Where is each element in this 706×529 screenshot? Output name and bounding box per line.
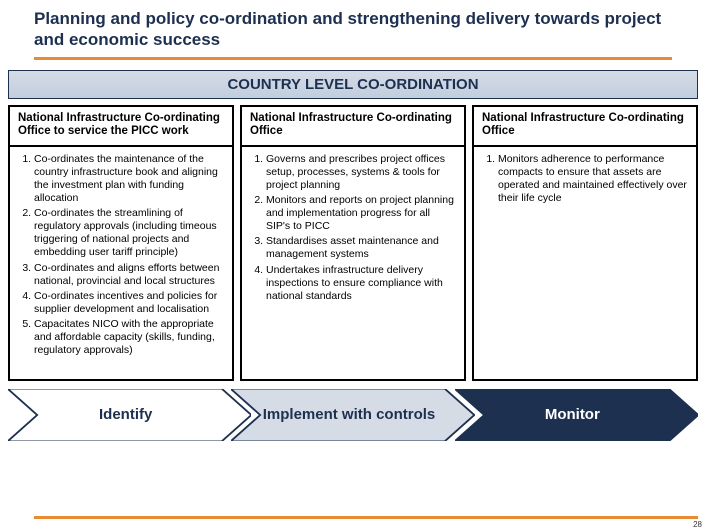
column-2-body: Governs and prescribes project offices s…: [242, 147, 464, 379]
column-3: National Infrastructure Co-ordinating Of…: [472, 105, 698, 381]
banner-heading: COUNTRY LEVEL CO-ORDINATION: [8, 70, 698, 99]
list-item: Co-ordinates and aligns efforts between …: [34, 262, 224, 288]
title-underline: [34, 57, 672, 60]
list-item: Monitors and reports on project planning…: [266, 194, 456, 233]
column-3-list: Monitors adherence to performance compac…: [482, 153, 688, 206]
arrow-identify: Identify: [8, 389, 251, 441]
column-3-header: National Infrastructure Co-ordinating Of…: [474, 107, 696, 147]
list-item: Capacitates NICO with the appropriate an…: [34, 318, 224, 357]
columns-container: National Infrastructure Co-ordinating Of…: [8, 105, 698, 381]
list-item: Standardises asset maintenance and manag…: [266, 235, 456, 261]
bottom-underline: [34, 516, 698, 519]
column-2: National Infrastructure Co-ordinating Of…: [240, 105, 466, 381]
process-arrows: Identify Implement with controls Monitor: [8, 389, 698, 441]
arrow-monitor: Monitor: [455, 389, 698, 441]
list-item: Co-ordinates the streamlining of regulat…: [34, 207, 224, 260]
list-item: Monitors adherence to performance compac…: [498, 153, 688, 206]
list-item: Governs and prescribes project offices s…: [266, 153, 456, 192]
arrow-label: Identify: [75, 407, 184, 423]
list-item: Undertakes infrastructure delivery inspe…: [266, 264, 456, 303]
arrow-implement: Implement with controls: [231, 389, 474, 441]
arrow-label: Monitor: [521, 407, 632, 423]
column-2-header: National Infrastructure Co-ordinating Of…: [242, 107, 464, 147]
column-1-list: Co-ordinates the maintenance of the coun…: [18, 153, 224, 358]
column-1: National Infrastructure Co-ordinating Of…: [8, 105, 234, 381]
column-3-body: Monitors adherence to performance compac…: [474, 147, 696, 379]
list-item: Co-ordinates the maintenance of the coun…: [34, 153, 224, 206]
arrow-label: Implement with controls: [239, 407, 468, 423]
column-1-body: Co-ordinates the maintenance of the coun…: [10, 147, 232, 379]
list-item: Co-ordinates incentives and policies for…: [34, 290, 224, 316]
slide-title: Planning and policy co-ordination and st…: [0, 0, 706, 57]
column-1-header: National Infrastructure Co-ordinating Of…: [10, 107, 232, 147]
page-number: 28: [693, 520, 702, 529]
column-2-list: Governs and prescribes project offices s…: [250, 153, 456, 303]
